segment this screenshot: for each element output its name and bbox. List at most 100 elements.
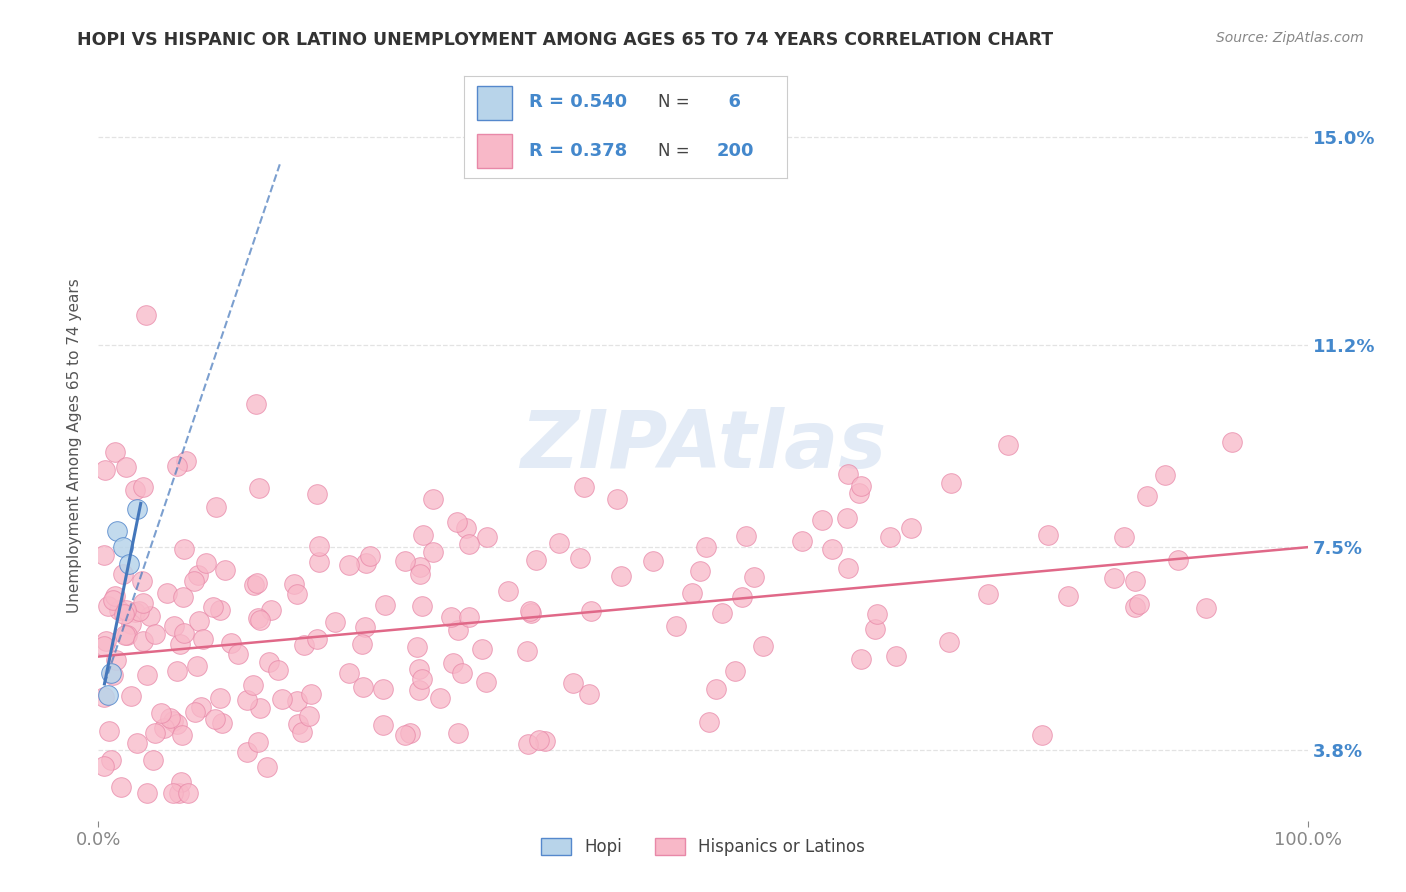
Point	[997, 438, 1019, 452]
Point	[170, 728, 193, 742]
Legend: Hopi, Hispanics or Latinos: Hopi, Hispanics or Latinos	[533, 830, 873, 864]
Point	[941, 476, 963, 491]
Point	[697, 714, 720, 729]
Point	[409, 560, 432, 574]
Point	[186, 658, 208, 673]
Text: N =: N =	[658, 142, 689, 160]
Point	[900, 521, 922, 535]
Point	[837, 561, 859, 575]
Text: Source: ZipAtlas.com: Source: ZipAtlas.com	[1216, 31, 1364, 45]
Point	[411, 672, 433, 686]
Point	[132, 634, 155, 648]
Point	[173, 625, 195, 640]
Point	[1128, 597, 1150, 611]
Point	[1123, 574, 1146, 589]
Point	[516, 738, 538, 752]
Point	[124, 483, 146, 497]
Point	[135, 668, 157, 682]
Point	[100, 753, 122, 767]
Point	[811, 513, 834, 527]
Point	[292, 638, 315, 652]
Point	[568, 551, 591, 566]
FancyBboxPatch shape	[477, 135, 513, 168]
Point	[211, 716, 233, 731]
Point	[308, 555, 330, 569]
Point	[235, 693, 257, 707]
Point	[456, 521, 478, 535]
Point	[121, 689, 143, 703]
Point	[115, 628, 138, 642]
Point	[135, 786, 157, 800]
Point	[475, 675, 498, 690]
Point	[193, 632, 215, 646]
Point	[112, 566, 135, 581]
Point	[246, 575, 269, 590]
Point	[100, 665, 122, 680]
Point	[169, 786, 191, 800]
Point	[114, 628, 136, 642]
Point	[519, 604, 541, 618]
Point	[976, 587, 998, 601]
Point	[643, 554, 665, 568]
Text: 200: 200	[716, 142, 754, 160]
Point	[194, 557, 217, 571]
Point	[243, 577, 266, 591]
Point	[408, 662, 430, 676]
Point	[127, 502, 149, 516]
Point	[177, 786, 200, 800]
Point	[104, 653, 127, 667]
Point	[849, 479, 872, 493]
Point	[128, 604, 150, 618]
Point	[446, 516, 468, 530]
Point	[143, 627, 166, 641]
Point	[879, 530, 901, 544]
Point	[93, 759, 115, 773]
Point	[305, 487, 328, 501]
Point	[447, 726, 470, 740]
Point	[93, 548, 115, 562]
Point	[374, 598, 396, 612]
Point	[534, 734, 557, 748]
Point	[337, 665, 360, 680]
Point	[516, 644, 538, 658]
Point	[742, 570, 765, 584]
Point	[257, 655, 280, 669]
Point	[202, 600, 225, 615]
Point	[848, 486, 870, 500]
Text: 6: 6	[716, 94, 741, 112]
Point	[429, 690, 451, 705]
Point	[93, 690, 115, 705]
Point	[1154, 467, 1177, 482]
Point	[249, 481, 271, 495]
Point	[166, 664, 188, 678]
Point	[271, 692, 294, 706]
Text: N =: N =	[658, 94, 689, 112]
Point	[208, 691, 231, 706]
Point	[884, 648, 907, 663]
Point	[283, 577, 305, 591]
Point	[548, 535, 571, 549]
Point	[606, 491, 628, 506]
Point	[112, 607, 135, 621]
Point	[173, 542, 195, 557]
Point	[394, 554, 416, 568]
Point	[704, 681, 727, 696]
Point	[441, 656, 464, 670]
Point	[451, 665, 474, 680]
Point	[205, 500, 228, 515]
Point	[187, 568, 209, 582]
Text: R = 0.540: R = 0.540	[529, 94, 627, 112]
Point	[408, 683, 430, 698]
Point	[166, 716, 188, 731]
Point	[411, 599, 433, 613]
Point	[246, 610, 269, 624]
Point	[356, 557, 378, 571]
Point	[156, 586, 179, 600]
Point	[101, 667, 124, 681]
Text: HOPI VS HISPANIC OR LATINO UNEMPLOYMENT AMONG AGES 65 TO 74 YEARS CORRELATION CH: HOPI VS HISPANIC OR LATINO UNEMPLOYMENT …	[77, 31, 1053, 49]
Point	[162, 786, 184, 800]
Point	[184, 705, 207, 719]
Point	[162, 618, 184, 632]
Point	[422, 545, 444, 559]
Point	[120, 616, 142, 631]
